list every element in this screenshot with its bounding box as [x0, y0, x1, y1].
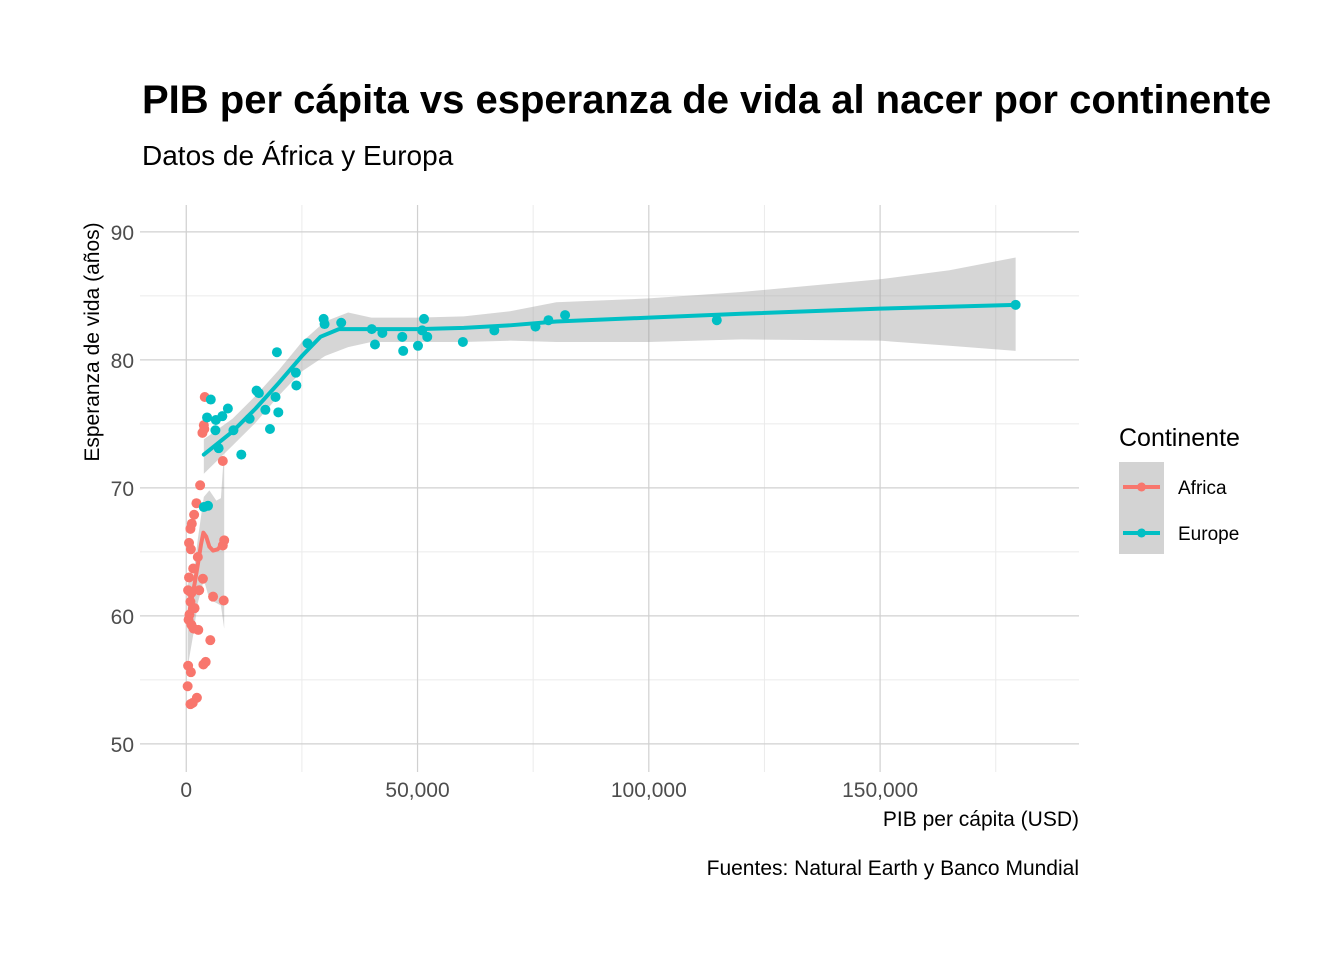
data-point-europe [202, 412, 213, 423]
confidence-ribbon-europe [203, 257, 1016, 474]
data-point-europe [222, 403, 233, 414]
data-point-africa [217, 455, 228, 466]
data-point-africa [184, 572, 195, 583]
x-tick-label: 50,000 [385, 779, 449, 802]
data-point-africa [197, 573, 208, 584]
chart-title: PIB per cápita vs esperanza de vida al n… [142, 78, 1271, 122]
data-point-europe [398, 345, 409, 356]
data-point-europe [711, 315, 722, 326]
data-point-europe [236, 449, 247, 460]
data-point-europe [253, 388, 264, 399]
data-point-europe [210, 415, 221, 426]
confidence-ribbon-africa [187, 449, 225, 668]
data-point-africa [205, 635, 216, 646]
data-point-europe [198, 502, 209, 513]
data-point-africa [185, 667, 196, 678]
x-axis-ticks: 0 50,000 100,000 150,000 [180, 779, 918, 802]
data-point-europe [369, 339, 380, 350]
chart-subtitle: Datos de África y Europa [142, 140, 454, 171]
data-point-africa [193, 624, 204, 635]
data-point-europe [419, 313, 430, 324]
legend-item-africa: Africa [1123, 478, 1227, 499]
data-point-europe [270, 391, 281, 402]
data-point-europe [273, 407, 284, 418]
legend-key-background [1119, 462, 1164, 554]
data-point-europe [560, 310, 571, 321]
data-point-africa [182, 681, 193, 692]
legend-label: Europe [1178, 524, 1239, 545]
smooth-lines [185, 302, 1018, 625]
data-point-europe [264, 423, 275, 434]
data-point-europe [210, 425, 221, 436]
data-point-africa [218, 595, 229, 606]
data-point-europe [205, 394, 216, 405]
legend-title: Continente [1119, 424, 1240, 452]
x-tick-label: 100,000 [611, 779, 687, 802]
data-point-europe [457, 336, 468, 347]
data-point-africa [195, 480, 206, 491]
data-point-europe [336, 317, 347, 328]
data-point-europe [260, 404, 271, 415]
data-point-europe [422, 331, 433, 342]
x-axis-title: PIB per cápita (USD) [883, 808, 1079, 831]
legend: Continente Africa Europe [1119, 424, 1240, 554]
data-point-africa [187, 697, 198, 708]
y-tick-label: 90 [111, 222, 134, 245]
data-point-europe [291, 380, 302, 391]
grid-lines [140, 205, 1079, 772]
data-point-africa [198, 659, 209, 670]
data-point-africa [208, 591, 219, 602]
x-tick-label: 150,000 [842, 779, 918, 802]
data-point-europe [319, 319, 330, 330]
legend-point-europe [1137, 528, 1146, 538]
data-point-europe [412, 340, 423, 351]
data-point-africa [189, 509, 200, 520]
legend-point-africa [1137, 482, 1146, 492]
y-tick-label: 50 [111, 734, 134, 757]
y-tick-label: 60 [111, 606, 134, 629]
y-tick-label: 70 [111, 478, 134, 501]
legend-label: Africa [1178, 478, 1227, 499]
data-point-europe [290, 367, 301, 378]
smooth-line-europe [201, 302, 1018, 457]
legend-item-europe: Europe [1123, 524, 1239, 545]
y-axis-title: Esperanza de vida (años) [81, 222, 104, 461]
y-axis-ticks: 50 60 70 80 90 [111, 222, 134, 757]
data-point-europe [397, 331, 408, 342]
data-point-europe [271, 347, 282, 358]
y-tick-label: 80 [111, 350, 134, 373]
data-point-africa [191, 498, 202, 509]
data-point-africa [185, 544, 196, 555]
data-point-africa [199, 423, 210, 434]
data-point-africa [185, 523, 196, 534]
x-tick-label: 0 [180, 779, 192, 802]
chart-caption: Fuentes: Natural Earth y Banco Mundial [707, 857, 1079, 880]
smooth-line-africa [185, 530, 227, 625]
data-point-africa [194, 585, 205, 596]
